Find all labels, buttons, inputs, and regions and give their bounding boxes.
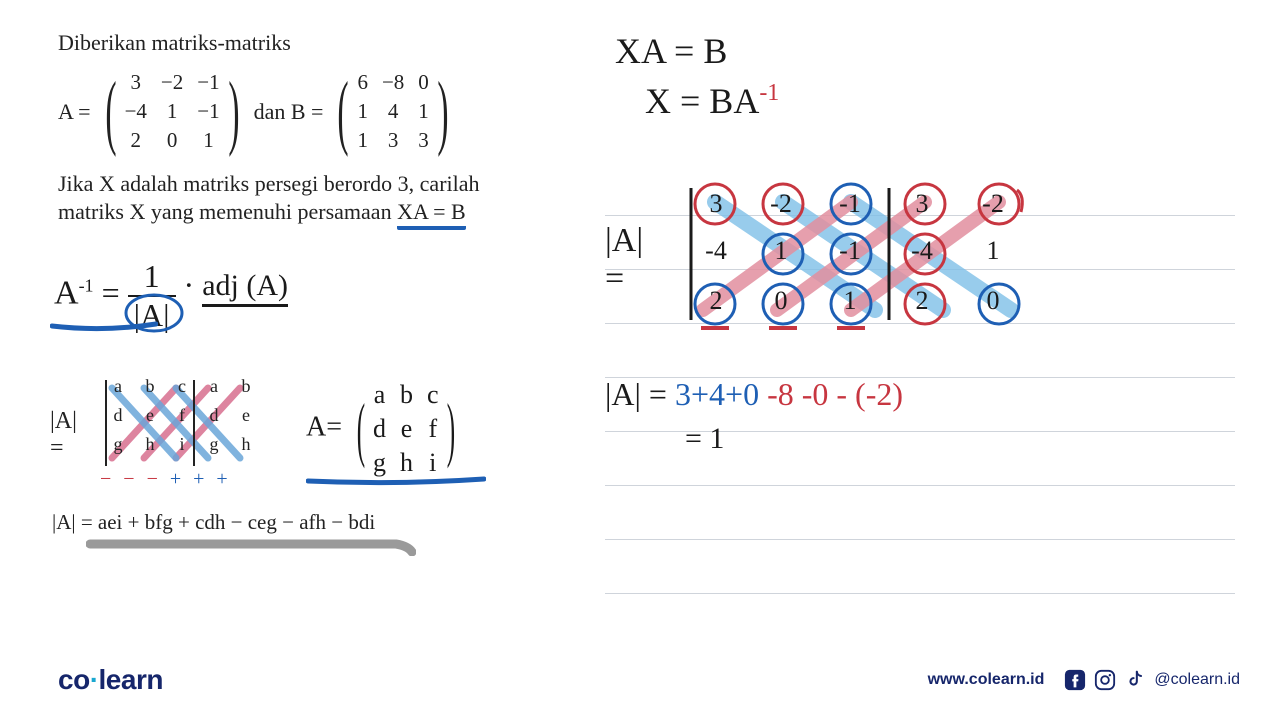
matrix-b: ( 6−80 141 133 ) [329, 70, 456, 153]
a-generic: A= ( abc def ghi ) [306, 380, 463, 478]
detA-formula: |A| = aei + bfg + cdh − ceg − afh − bdi [52, 510, 375, 535]
problem-eq: XA = B [397, 199, 466, 230]
matrices-def: A = ( 3−2−1 −41−1 201 ) dan B = ( 6−80 1… [58, 70, 588, 153]
underline-stroke [306, 476, 486, 486]
detA-result: = 1 [685, 422, 724, 456]
tiktok-icon [1124, 669, 1146, 691]
problem-line3-wrap: matriks X yang memenuhi persamaan XA = B [58, 199, 588, 225]
facebook-icon [1064, 669, 1086, 691]
problem-line3: matriks X yang memenuhi persamaan [58, 199, 397, 224]
matrix-a: ( 3−2−1 −41−1 201 ) [97, 70, 248, 153]
eq-xba-1: X = BA-1 [645, 80, 1240, 122]
dan-b-label: dan B = [254, 99, 324, 125]
underline-stroke [50, 320, 158, 332]
problem-intro: Diberikan matriks-matriks [58, 30, 588, 56]
footer-url: www.colearn.id [928, 671, 1045, 689]
detA-calc: |A| = 3+4+0 -8 -0 - (-2) [605, 376, 903, 413]
eq-xa-b: XA = B [615, 30, 1240, 72]
gray-underline [86, 538, 416, 556]
a-label: A = [58, 99, 91, 125]
logo: co·learn [58, 664, 163, 696]
footer: co·learn www.colearn.id @colearn.id [0, 660, 1280, 700]
footer-handle: @colearn.id [1154, 671, 1240, 689]
problem-line2: Jika X adalah matriks persegi berordo 3,… [58, 171, 588, 197]
instagram-icon [1094, 669, 1116, 691]
